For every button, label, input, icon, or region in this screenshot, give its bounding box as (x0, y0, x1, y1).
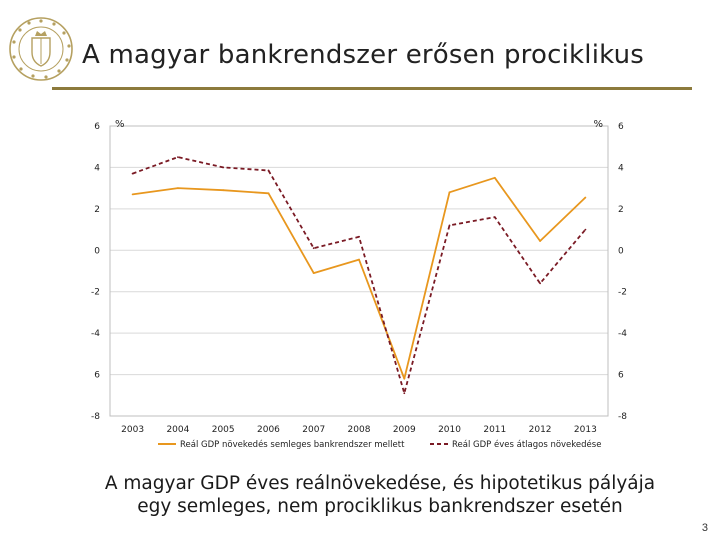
caption-line-1: A magyar GDP éves reálnövekedése, és hip… (104, 473, 656, 494)
y-tick-label-right: 0 (618, 246, 624, 256)
y-tick-label-left: 6 (94, 371, 100, 381)
series-1-point (584, 196, 587, 199)
series-1-point (403, 377, 406, 380)
series-1-point (539, 240, 541, 242)
series-1-point (448, 191, 451, 194)
series-2-point (493, 216, 496, 218)
y-tick-label-left: -2 (91, 288, 100, 298)
x-tick-label: 2007 (302, 425, 325, 435)
y-axis-unit-right: % (593, 119, 603, 130)
y-tick-label-right: 6 (618, 371, 624, 381)
y-tick-label-right: 4 (618, 163, 624, 173)
series-2-point (177, 156, 179, 158)
series-2-point (403, 392, 406, 395)
series-2-point (539, 282, 541, 285)
series-1-point (493, 176, 496, 179)
series-2-point (358, 235, 360, 238)
caption-line-2: egy semleges, nem prociklikus bankrendsz… (137, 496, 623, 517)
y-tick-label-right: -4 (618, 329, 627, 339)
x-tick-label: 2011 (483, 425, 506, 435)
y-tick-label-right: -8 (618, 412, 627, 422)
y-tick-label-left: 6 (94, 122, 100, 132)
x-tick-label: 2006 (257, 425, 280, 435)
y-tick-label-left: 4 (94, 163, 100, 173)
series-2-point (131, 172, 134, 175)
series-2-point (222, 166, 225, 169)
y-tick-label-right: 2 (618, 205, 624, 215)
gdp-growth-chart: 6 6 4 4 2 2 0 0 -2 -2 -4 -4 6 6 -8 -8%% 2003 2004 2005 2006… (80, 110, 640, 470)
x-tick-label: 2010 (438, 425, 461, 435)
x-tick-label: 2012 (529, 425, 552, 435)
page-title: A magyar bankrendszer erősen prociklikus (82, 40, 645, 70)
series-2-point (584, 228, 587, 231)
y-tick-label-right: -2 (618, 288, 627, 298)
y-axis-unit-left: % (115, 119, 125, 130)
y-tick-label-left: -4 (91, 329, 100, 339)
series-2-point (267, 169, 270, 172)
x-tick-label: 2013 (574, 425, 597, 435)
legend-label-2: Reál GDP éves átlagos növekedése (452, 439, 601, 450)
y-tick-label-left: 0 (94, 246, 100, 256)
series-1-point (131, 193, 134, 196)
series-2-point (448, 224, 451, 227)
series-1-point (177, 187, 179, 189)
title-divider (52, 87, 692, 90)
plot-border (109, 125, 609, 417)
legend-label-1: Reál GDP növekedés semleges bankrendszer… (180, 439, 405, 450)
series-2-point (312, 247, 315, 250)
series-1-point (358, 258, 360, 261)
x-tick-label: 2005 (212, 425, 235, 435)
y-tick-label-right: 6 (618, 122, 624, 132)
central-bank-seal-icon (6, 14, 76, 84)
x-tick-label: 2009 (393, 425, 416, 435)
y-tick-label-left: 2 (94, 205, 100, 215)
series-line-1 (132, 176, 587, 380)
page-number: 3 (701, 522, 708, 534)
x-tick-label: 2003 (121, 425, 144, 435)
series-line-2 (132, 156, 587, 395)
series-1-point (267, 192, 270, 195)
series-1-point (312, 272, 315, 274)
series-1-point (222, 189, 225, 192)
x-tick-label: 2008 (348, 425, 371, 435)
x-tick-label: 2004 (166, 425, 189, 435)
chart-caption: A magyar GDP éves reálnövekedése, és hip… (60, 472, 700, 518)
y-tick-label-left: -8 (91, 412, 100, 422)
